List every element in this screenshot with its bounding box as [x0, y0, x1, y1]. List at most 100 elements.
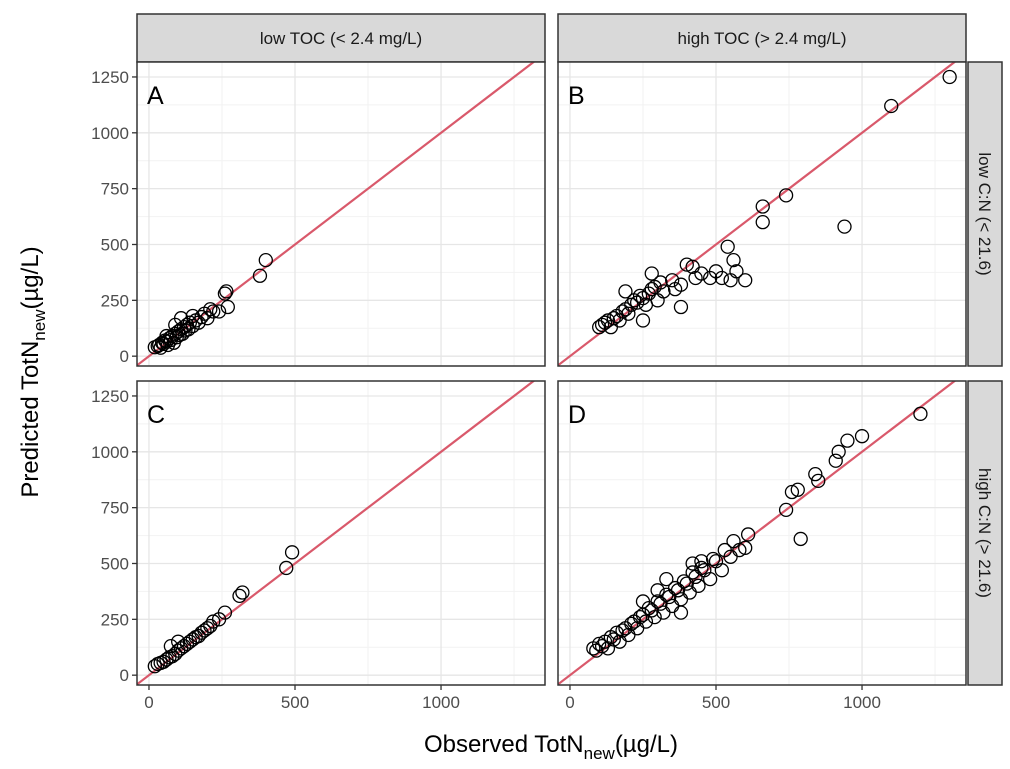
point [811, 473, 826, 488]
point [714, 270, 729, 286]
point [665, 273, 680, 288]
identity-line [558, 381, 957, 685]
x-label-text: Observed TotN [424, 731, 584, 758]
point [647, 609, 662, 625]
point [837, 219, 852, 234]
y-tick-label: 1000 [91, 124, 129, 143]
row-strip [967, 380, 1003, 686]
point [703, 571, 718, 587]
point [732, 542, 747, 558]
x-tick-label: 1000 [422, 693, 460, 712]
point [691, 578, 706, 593]
point [738, 540, 753, 556]
point [624, 297, 639, 312]
point [656, 284, 671, 299]
point [679, 257, 694, 272]
point [592, 636, 607, 652]
point [217, 605, 233, 620]
y-label-text: Predicted TotN [17, 341, 44, 498]
point [220, 299, 235, 315]
point [635, 313, 651, 328]
point [621, 306, 636, 321]
point [182, 315, 198, 330]
point [206, 304, 221, 319]
point [635, 594, 651, 609]
point [609, 625, 624, 640]
y-tick-label: 0 [120, 347, 129, 366]
point [720, 239, 735, 254]
x-tick-label: 500 [702, 693, 730, 712]
point [755, 199, 770, 214]
column-strip-label: low TOC (< 2.4 mg/L) [260, 29, 422, 48]
point [793, 531, 808, 547]
point [206, 614, 221, 629]
panel-border [557, 380, 967, 686]
point [840, 433, 855, 448]
y-label-unit: (µg/L) [17, 246, 44, 309]
point [790, 482, 805, 497]
panel-tag: C [147, 401, 165, 429]
point [159, 328, 174, 344]
point [606, 632, 621, 647]
point [168, 317, 183, 333]
panel-border [136, 380, 546, 686]
y-tick-label: 750 [101, 499, 129, 518]
y-tick-label: 1250 [91, 387, 129, 406]
y-tick-label: 250 [101, 291, 129, 310]
point [694, 554, 709, 569]
panel-tag: A [147, 82, 164, 110]
point [729, 264, 744, 279]
point [284, 545, 300, 560]
point [194, 309, 209, 325]
y-tick-label: 750 [101, 180, 129, 199]
point [217, 286, 233, 301]
point [726, 252, 741, 268]
y-tick-label: 250 [101, 610, 129, 629]
panel-border [557, 61, 967, 367]
point [740, 527, 756, 542]
point [171, 634, 186, 649]
point [778, 502, 794, 518]
point [778, 188, 794, 203]
point [714, 563, 729, 578]
point [638, 614, 654, 629]
point [594, 638, 610, 654]
point [705, 551, 721, 567]
panel-border [136, 61, 546, 367]
x-tick-label: 0 [565, 693, 574, 712]
y-tick-label: 0 [120, 666, 129, 685]
point [694, 560, 709, 576]
row-strip [967, 61, 1003, 367]
point [828, 453, 843, 468]
panel [558, 381, 966, 685]
point [150, 338, 165, 354]
y-tick-label: 500 [101, 554, 129, 573]
x-label-sub: new [584, 744, 616, 763]
y-tick-label: 1250 [91, 68, 129, 87]
point [884, 98, 899, 114]
column-strip [557, 13, 967, 63]
point [203, 302, 218, 317]
y-label-sub: new [30, 309, 49, 341]
point [232, 588, 247, 604]
y-axis-title: Predicted TotNnew(µg/L) [17, 246, 49, 497]
point [755, 215, 770, 230]
panel [558, 62, 966, 366]
point [784, 484, 800, 500]
point [258, 252, 273, 268]
point [808, 466, 823, 482]
row-strip-label: low C:N (< 21.6) [975, 152, 994, 275]
point [738, 273, 753, 288]
point [831, 444, 846, 459]
column-strip [136, 13, 546, 63]
point [644, 266, 659, 281]
y-tick-label: 1000 [91, 443, 129, 462]
point [659, 571, 674, 587]
point [163, 638, 179, 654]
point [185, 308, 200, 324]
panel [137, 381, 545, 685]
panel-background [137, 381, 545, 685]
point [653, 275, 668, 290]
panel-tag: D [568, 401, 586, 429]
point [694, 266, 709, 281]
